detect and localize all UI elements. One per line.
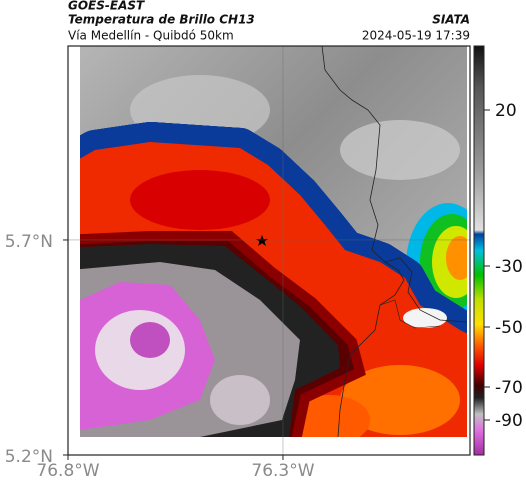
satellite-image (80, 46, 467, 437)
colorbar (473, 45, 485, 456)
colorbar-label: 20 (495, 101, 517, 121)
subtitle: Vía Medellín - Quibdó 50km (68, 29, 234, 43)
colorbar-label: -90 (495, 411, 523, 431)
datetime: 2024-05-19 17:39 (362, 29, 470, 43)
source: SIATA (432, 13, 470, 27)
title: Temperatura de Brillo CH13 (68, 13, 255, 27)
y-tick-label: 5.7°N (5, 232, 53, 252)
colorbar-label: -70 (495, 378, 523, 398)
x-tick-label: 76.8°W (36, 461, 99, 481)
x-tick-label: 76.3°W (251, 461, 314, 481)
city-marker (256, 235, 268, 246)
y-tick-label: 5.2°N (5, 447, 53, 467)
map-frame (67, 45, 471, 456)
colorbar-label: -50 (495, 318, 523, 338)
satellite: GOES-EAST (68, 0, 145, 13)
colorbar-label: -30 (495, 257, 523, 277)
